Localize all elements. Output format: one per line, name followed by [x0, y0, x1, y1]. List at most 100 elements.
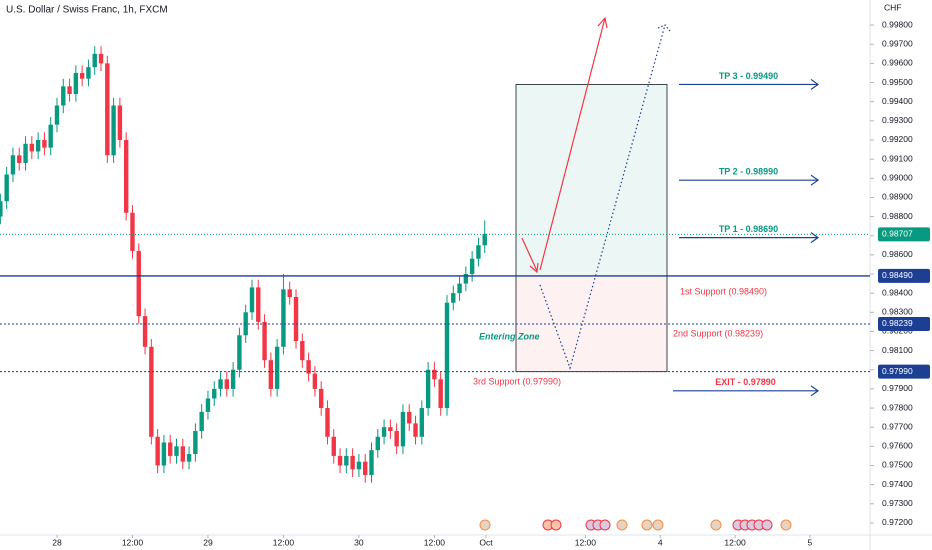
- y-tick-label: 0.98600: [882, 249, 913, 259]
- candle-body: [98, 53, 104, 64]
- event-icon[interactable]: [652, 519, 664, 531]
- x-tick-label: 12:00: [424, 537, 446, 547]
- event-icon[interactable]: [616, 519, 628, 531]
- candle-body: [123, 139, 129, 213]
- candle-body: [469, 258, 475, 275]
- candle-body: [381, 427, 387, 437]
- y-tick-label: 0.97200: [882, 517, 913, 527]
- y-tick-label: 0.99300: [882, 115, 913, 125]
- y-tick-label: 0.99000: [882, 173, 913, 183]
- candle-body: [29, 143, 35, 152]
- candle-body: [300, 341, 305, 361]
- candle-body: [180, 446, 185, 462]
- candle-body: [212, 388, 217, 399]
- candle-body: [262, 321, 267, 361]
- candle-body: [117, 105, 123, 140]
- candle-body: [425, 369, 431, 409]
- candle-body: [444, 302, 450, 409]
- arrowhead: [810, 232, 820, 244]
- zone-label: Entering Zone: [479, 331, 540, 341]
- event-icon[interactable]: [550, 519, 562, 531]
- candle-body: [287, 289, 292, 297]
- y-tick-label: 0.98400: [882, 287, 913, 297]
- candle-body: [274, 346, 280, 389]
- x-tick-label: Oct: [479, 537, 493, 547]
- event-icon[interactable]: [599, 519, 611, 531]
- candle-body: [48, 124, 53, 148]
- y-tick-label: 0.99500: [882, 77, 913, 87]
- drawn-arrows: [521, 16, 671, 370]
- candle-body: [394, 431, 399, 447]
- candle-body: [111, 105, 116, 156]
- candle-body: [42, 139, 47, 148]
- candle-body: [155, 436, 160, 466]
- red-arrow-down: [521, 237, 538, 272]
- candle-body: [174, 446, 179, 456]
- arrowhead: [810, 385, 820, 397]
- x-tick-label: 12:00: [724, 537, 746, 547]
- level-label: TP 3 - 0.99490: [719, 71, 778, 81]
- candle-body: [224, 379, 230, 389]
- candle-body: [0, 201, 3, 217]
- price-tag: [878, 364, 930, 379]
- event-icon[interactable]: [780, 519, 792, 531]
- arrowhead: [810, 78, 820, 90]
- y-tick-label: 0.97300: [882, 498, 913, 508]
- x-tick-label: 12:00: [273, 537, 295, 547]
- candle-body: [476, 245, 481, 259]
- y-tick-label: 0.99200: [882, 134, 913, 144]
- y-tick-label: 0.97900: [882, 383, 913, 393]
- y-tick-label: 0.97400: [882, 479, 913, 489]
- event-icons: [479, 519, 792, 531]
- y-tick-label: 0.97700: [882, 421, 913, 431]
- y-tick-label: 0.98300: [882, 307, 913, 317]
- dotted-path: [539, 24, 666, 370]
- candle-body: [432, 369, 437, 380]
- candle-body: [350, 455, 355, 470]
- candle-body: [306, 360, 311, 374]
- candle-body: [463, 274, 469, 284]
- candle-body: [54, 105, 60, 125]
- candle-body: [451, 293, 456, 303]
- candle-body: [256, 287, 261, 322]
- candle-body: [400, 411, 406, 447]
- candle-body: [199, 411, 204, 432]
- candle-body: [281, 289, 286, 347]
- candle-body: [363, 461, 368, 476]
- candle-body: [438, 379, 443, 409]
- event-icon[interactable]: [641, 519, 653, 531]
- arrowhead: [657, 24, 671, 32]
- candle-body: [136, 251, 141, 317]
- x-tick-label: 29: [203, 537, 213, 547]
- candle-body: [61, 86, 66, 106]
- candle-body: [35, 139, 41, 152]
- y-tick-label: 0.98900: [882, 192, 913, 202]
- x-tick-label: 4: [658, 537, 663, 547]
- x-tick-label: 12:00: [122, 537, 144, 547]
- candle-body: [218, 379, 223, 389]
- candle-body: [419, 408, 425, 437]
- candle-body: [356, 461, 362, 470]
- candle-body: [205, 398, 211, 412]
- candle-body: [186, 454, 192, 462]
- candle-body: [79, 72, 85, 79]
- support-label: 3rd Support (0.97990): [473, 376, 561, 386]
- event-icon[interactable]: [710, 519, 722, 531]
- x-tick-label: 28: [52, 537, 62, 547]
- arrowhead: [597, 16, 608, 29]
- y-tick-label: 0.98800: [882, 211, 913, 221]
- x-tick-label: 5: [808, 537, 813, 547]
- event-icon[interactable]: [479, 519, 491, 531]
- candle-body: [86, 67, 91, 79]
- candle-body: [23, 143, 28, 163]
- candle-body: [457, 283, 462, 294]
- event-icon[interactable]: [761, 519, 773, 531]
- candle-body: [17, 155, 22, 163]
- price-tag: [878, 316, 930, 331]
- price-tag: [878, 227, 930, 242]
- candle-body: [344, 455, 349, 466]
- target-zone: [515, 84, 668, 277]
- candle-body: [318, 388, 324, 409]
- candle-body: [161, 442, 167, 466]
- candle-body: [482, 233, 487, 246]
